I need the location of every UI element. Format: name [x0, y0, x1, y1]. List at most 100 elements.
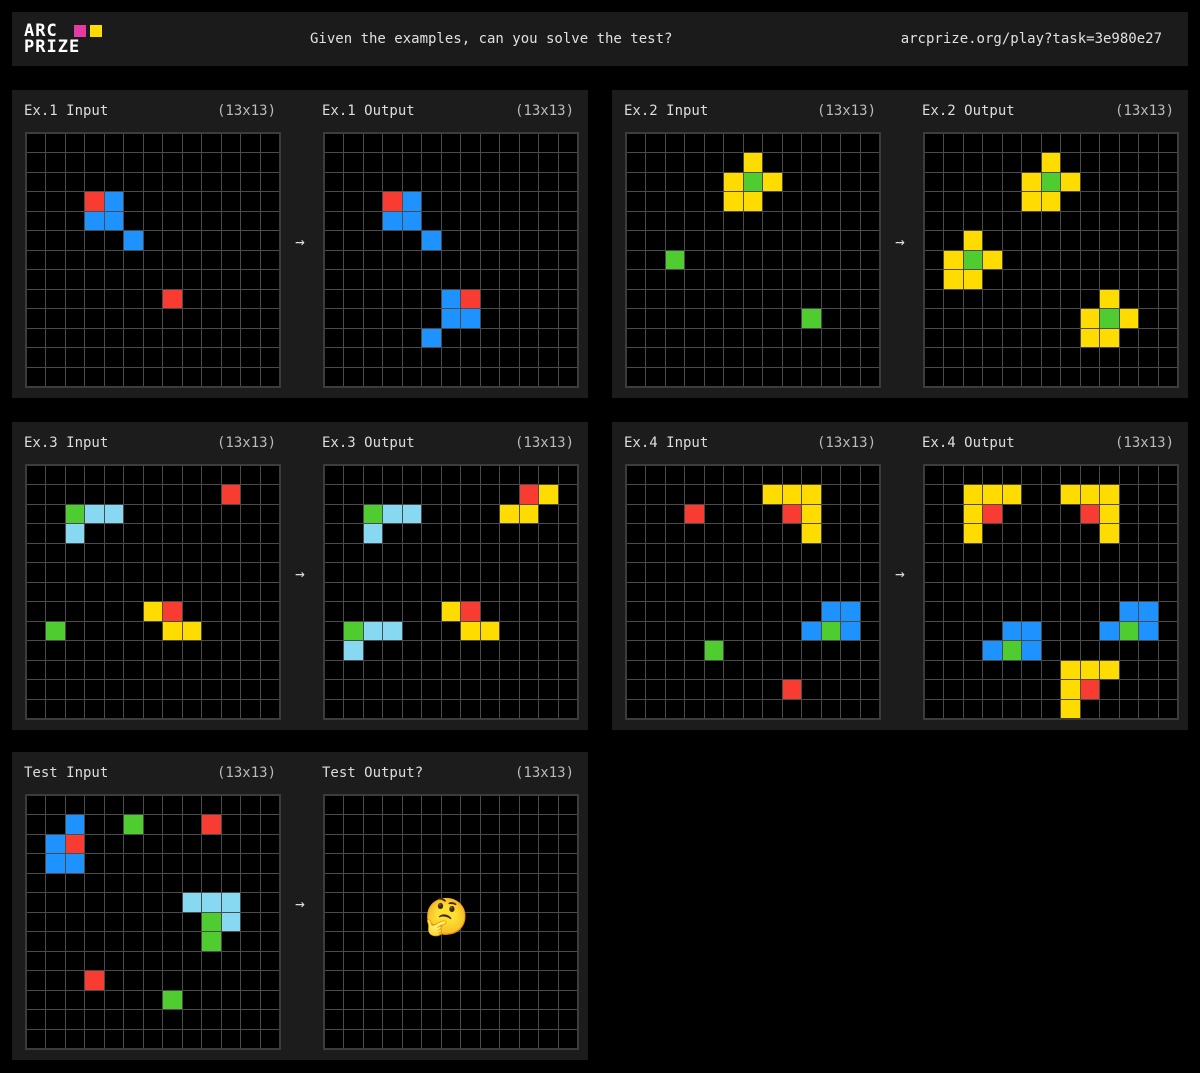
- grid-cell[interactable]: [539, 951, 558, 971]
- grid-cell[interactable]: [558, 815, 577, 834]
- grid-cell[interactable]: [558, 990, 577, 1010]
- grid-cell[interactable]: [383, 854, 402, 873]
- grid-cell[interactable]: [519, 912, 539, 932]
- grid-cell[interactable]: [363, 971, 383, 990]
- grid-cell[interactable]: [539, 971, 558, 990]
- grid-cell[interactable]: [383, 971, 402, 990]
- grid-cell[interactable]: [558, 796, 577, 815]
- grid-cell[interactable]: [402, 951, 422, 971]
- grid-cell[interactable]: [519, 1029, 539, 1048]
- grid-cell[interactable]: [402, 990, 422, 1010]
- grid-cell[interactable]: [500, 1029, 519, 1048]
- grid-cell[interactable]: [422, 796, 441, 815]
- grid-cell[interactable]: [461, 932, 480, 951]
- grid-cell[interactable]: [519, 796, 539, 815]
- grid-cell[interactable]: [422, 971, 441, 990]
- grid-cell[interactable]: [402, 1010, 422, 1029]
- grid-cell[interactable]: [500, 854, 519, 873]
- grid-cell[interactable]: [363, 1010, 383, 1029]
- grid-cell[interactable]: [461, 893, 480, 912]
- grid-cell[interactable]: [383, 893, 402, 912]
- grid-cell[interactable]: [325, 815, 344, 834]
- grid-cell[interactable]: [539, 1029, 558, 1048]
- grid-cell[interactable]: [325, 932, 344, 951]
- grid-cell[interactable]: [519, 971, 539, 990]
- grid-cell[interactable]: [383, 834, 402, 854]
- grid-cell[interactable]: [383, 873, 402, 893]
- grid-cell[interactable]: [363, 834, 383, 854]
- grid-cell[interactable]: [402, 815, 422, 834]
- grid-cell[interactable]: [422, 990, 441, 1010]
- grid-cell[interactable]: [383, 951, 402, 971]
- grid-cell[interactable]: [461, 990, 480, 1010]
- grid-cell[interactable]: [344, 932, 363, 951]
- grid-cell[interactable]: [363, 932, 383, 951]
- grid-cell[interactable]: [441, 990, 461, 1010]
- grid-cell[interactable]: [383, 932, 402, 951]
- grid-cell[interactable]: [480, 873, 500, 893]
- grid-cell[interactable]: [500, 796, 519, 815]
- grid-cell[interactable]: [383, 815, 402, 834]
- grid-cell[interactable]: [422, 854, 441, 873]
- grid-cell[interactable]: [402, 1029, 422, 1048]
- grid-cell[interactable]: [344, 796, 363, 815]
- grid-cell[interactable]: [441, 1029, 461, 1048]
- grid-cell[interactable]: [519, 815, 539, 834]
- grid-cell[interactable]: [344, 1010, 363, 1029]
- grid-cell[interactable]: [558, 854, 577, 873]
- grid-cell[interactable]: [500, 932, 519, 951]
- grid-cell[interactable]: [363, 893, 383, 912]
- grid-cell[interactable]: [558, 932, 577, 951]
- grid-cell[interactable]: [363, 815, 383, 834]
- grid-cell[interactable]: [422, 1010, 441, 1029]
- grid-cell[interactable]: [480, 1010, 500, 1029]
- grid-cell[interactable]: [325, 854, 344, 873]
- grid-cell[interactable]: [344, 912, 363, 932]
- grid-cell[interactable]: [422, 873, 441, 893]
- grid-cell[interactable]: [461, 815, 480, 834]
- grid-cell[interactable]: [461, 873, 480, 893]
- grid-cell[interactable]: [461, 854, 480, 873]
- grid-cell[interactable]: [441, 834, 461, 854]
- grid-cell[interactable]: [383, 796, 402, 815]
- grid-cell[interactable]: [441, 912, 461, 932]
- grid-cell[interactable]: [539, 854, 558, 873]
- grid-cell[interactable]: [422, 1029, 441, 1048]
- arc-prize-logo[interactable]: ARC PRIZE: [24, 23, 106, 57]
- grid-cell[interactable]: [500, 912, 519, 932]
- grid-cell[interactable]: [402, 834, 422, 854]
- grid-cell[interactable]: [402, 912, 422, 932]
- grid-cell[interactable]: [480, 932, 500, 951]
- task-url[interactable]: arcprize.org/play?task=3e980e27: [900, 31, 1162, 47]
- grid-cell[interactable]: [402, 796, 422, 815]
- grid-cell[interactable]: [461, 834, 480, 854]
- grid-cell[interactable]: [441, 796, 461, 815]
- grid-cell[interactable]: [519, 873, 539, 893]
- grid-cell[interactable]: [500, 1010, 519, 1029]
- grid-cell[interactable]: [539, 796, 558, 815]
- grid-cell[interactable]: [461, 971, 480, 990]
- grid-cell[interactable]: [344, 893, 363, 912]
- grid-cell[interactable]: [325, 796, 344, 815]
- grid-cell[interactable]: [422, 834, 441, 854]
- grid-cell[interactable]: [363, 990, 383, 1010]
- grid-cell[interactable]: [500, 873, 519, 893]
- grid-cell[interactable]: [441, 971, 461, 990]
- grid-cell[interactable]: [558, 951, 577, 971]
- grid-cell[interactable]: [363, 1029, 383, 1048]
- grid-cell[interactable]: [441, 854, 461, 873]
- grid-cell[interactable]: [519, 854, 539, 873]
- grid-cell[interactable]: [383, 990, 402, 1010]
- grid-cell[interactable]: [461, 1029, 480, 1048]
- grid-cell[interactable]: [461, 1010, 480, 1029]
- grid-cell[interactable]: [539, 873, 558, 893]
- grid-cell[interactable]: [383, 1029, 402, 1048]
- grid-cell[interactable]: [344, 815, 363, 834]
- grid-cell[interactable]: [500, 990, 519, 1010]
- grid-cell[interactable]: [325, 1010, 344, 1029]
- grid-cell[interactable]: [422, 815, 441, 834]
- grid-cell[interactable]: [422, 932, 441, 951]
- grid-cell[interactable]: [422, 912, 441, 932]
- grid-cell[interactable]: [500, 971, 519, 990]
- grid-cell[interactable]: [461, 912, 480, 932]
